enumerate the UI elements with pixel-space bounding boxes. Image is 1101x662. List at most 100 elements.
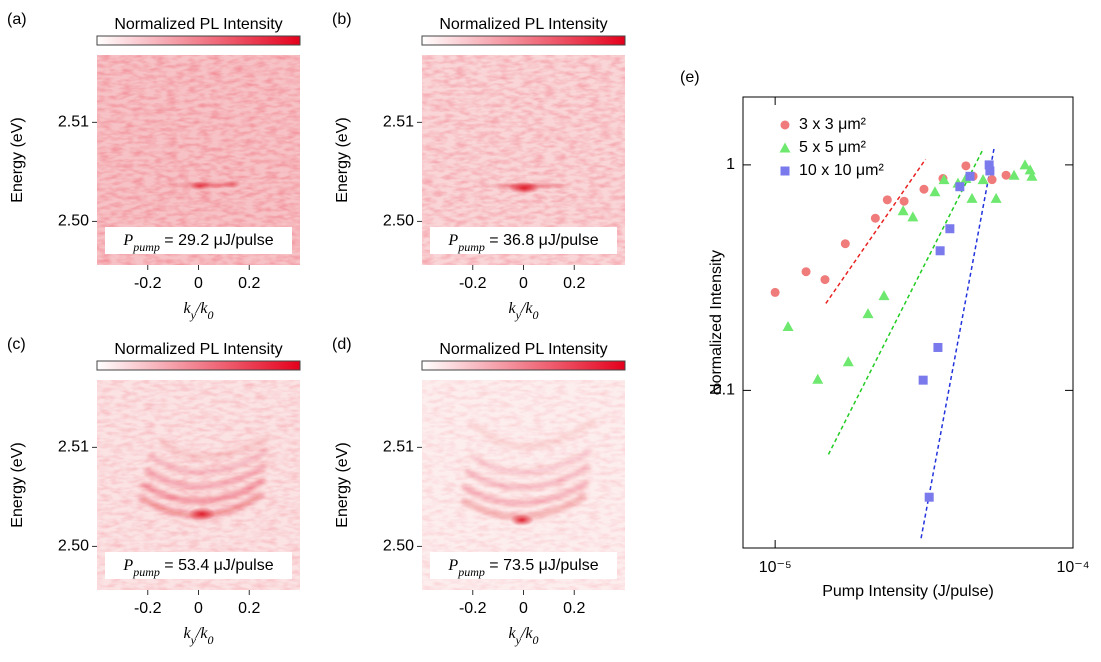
x-tick-label: 0.2 xyxy=(563,275,585,292)
data-point xyxy=(918,375,928,385)
legend-label: 10 x 10 μm² xyxy=(799,162,884,179)
y-axis-label: Energy (eV) xyxy=(334,117,351,202)
data-point xyxy=(933,342,943,352)
annotation-box xyxy=(105,552,292,579)
y-axis-label: Normalized Intensity xyxy=(708,250,725,395)
panel-label: (c) xyxy=(7,336,26,353)
annotation: Ppump = 53.4 μJ/pulse xyxy=(122,557,273,579)
annotation-part: P xyxy=(122,557,133,574)
panel-label: (a) xyxy=(7,11,27,28)
data-point xyxy=(862,308,874,319)
x-tick-label: -0.2 xyxy=(459,600,487,617)
annotation: Ppump = 73.5 μJ/pulse xyxy=(447,557,598,579)
y-tick-label: 1 xyxy=(726,156,735,173)
x-axis-label-part: 0 xyxy=(532,308,538,322)
data-point xyxy=(878,290,890,301)
data-point xyxy=(984,160,994,170)
data-point xyxy=(977,174,989,185)
annotation-part: pump xyxy=(132,240,160,254)
plot-frame xyxy=(742,96,1074,549)
annotation: Ppump = 29.2 μJ/pulse xyxy=(122,232,273,254)
legend-label: 5 x 5 μm² xyxy=(799,139,867,156)
data-point xyxy=(870,213,880,223)
colorbar xyxy=(96,35,301,46)
annotation-part: = 53.4 μJ/pulse xyxy=(160,557,274,574)
data-point xyxy=(882,195,892,205)
data-point xyxy=(990,192,1002,203)
data-point xyxy=(840,239,850,249)
x-tick-label: -0.2 xyxy=(134,600,162,617)
x-axis-label: ky/k0 xyxy=(509,300,539,322)
panel-label: (b) xyxy=(332,11,352,28)
data-point xyxy=(812,373,824,384)
annotation-part: pump xyxy=(457,565,485,579)
legend-marker xyxy=(779,142,791,153)
data-point xyxy=(935,246,945,256)
x-tick-label: 0.2 xyxy=(238,275,260,292)
annotation-part: pump xyxy=(457,240,485,254)
legend-marker xyxy=(780,120,790,130)
x-tick-label: 0 xyxy=(519,275,528,292)
y-tick-label: 2.50 xyxy=(383,213,414,230)
y-tick-label: 2.51 xyxy=(58,439,89,456)
data-point xyxy=(1019,159,1031,170)
x-axis-label-part: /k xyxy=(520,625,533,642)
data-point xyxy=(1008,169,1020,180)
legend-marker xyxy=(780,166,790,176)
data-point xyxy=(820,275,830,285)
y-tick-label: 2.51 xyxy=(58,114,89,131)
y-tick-label: 0.1 xyxy=(713,382,735,399)
data-point xyxy=(897,205,909,216)
x-tick-label: 10⁻⁵ xyxy=(759,559,792,576)
annotation-part: = 36.8 μJ/pulse xyxy=(485,232,599,249)
y-tick-label: 2.50 xyxy=(58,538,89,555)
x-tick-label: -0.2 xyxy=(134,275,162,292)
data-point xyxy=(987,175,997,185)
fit-line xyxy=(920,148,995,539)
colorbar-label: Normalized PL Intensity xyxy=(114,16,282,33)
annotation-part: P xyxy=(447,557,458,574)
colorbar xyxy=(421,360,626,371)
data-point xyxy=(919,184,929,194)
data-point xyxy=(842,356,854,367)
fit-line xyxy=(825,158,927,304)
data-point xyxy=(955,182,965,192)
data-point xyxy=(929,186,941,197)
x-axis-label-part: k xyxy=(509,300,517,317)
data-point xyxy=(938,174,950,185)
colorbar xyxy=(96,360,301,371)
x-tick-label: 0 xyxy=(194,600,203,617)
annotation-box xyxy=(105,227,292,254)
data-point xyxy=(899,196,909,206)
annotation-part: P xyxy=(447,232,458,249)
y-tick-label: 2.51 xyxy=(383,114,414,131)
x-axis-label: ky/k0 xyxy=(509,625,539,647)
data-point xyxy=(907,211,919,222)
data-point xyxy=(924,492,934,502)
x-tick-label: 0 xyxy=(194,275,203,292)
annotation-part: P xyxy=(122,232,133,249)
data-point xyxy=(961,161,971,171)
panel-label: (e) xyxy=(680,69,700,86)
annotation-part: = 73.5 μJ/pulse xyxy=(485,557,599,574)
data-point xyxy=(782,320,794,331)
x-axis-label: ky/k0 xyxy=(184,625,214,647)
x-axis-label-part: /k xyxy=(195,625,208,642)
x-axis-label-part: 0 xyxy=(532,633,538,647)
annotation-part: = 29.2 μJ/pulse xyxy=(160,232,274,249)
data-point xyxy=(770,287,780,297)
x-axis-label-part: k xyxy=(184,300,192,317)
annotation-box xyxy=(430,552,617,579)
data-point xyxy=(1001,170,1011,180)
x-tick-label: -0.2 xyxy=(459,275,487,292)
x-axis-label-part: y xyxy=(515,308,522,322)
colorbar-label: Normalized PL Intensity xyxy=(439,16,607,33)
x-tick-label: 0.2 xyxy=(563,600,585,617)
y-tick-label: 2.50 xyxy=(383,538,414,555)
x-tick-label: 10⁻⁴ xyxy=(1056,559,1089,576)
x-axis-label-part: k xyxy=(184,625,192,642)
data-point xyxy=(801,267,811,277)
x-axis-label-part: 0 xyxy=(207,308,213,322)
